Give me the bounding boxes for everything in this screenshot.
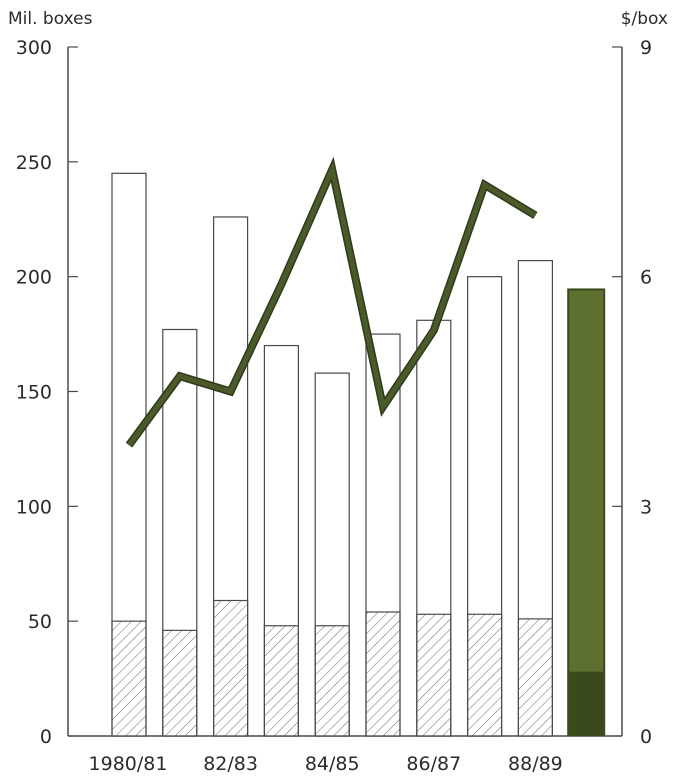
bar-lower-8	[517, 618, 554, 737]
axes: 0 50 100 150 200 250 300 0 3 6 9 1980/81 82/83 84/85 8…	[16, 37, 652, 775]
left-tick-label-1: 50	[28, 611, 52, 633]
bars	[111, 172, 606, 737]
right-axis-title: $/box	[621, 9, 668, 29]
left-tick-label-6: 300	[16, 37, 52, 59]
x-tick-label-4: 88/89	[508, 753, 563, 775]
left-tick-label-0: 0	[40, 726, 52, 748]
right-tick-label-2: 6	[640, 267, 652, 289]
bar-lower-6	[416, 613, 452, 737]
left-axis-title: Mil. boxes	[8, 9, 93, 29]
bar-lower-9	[569, 671, 604, 736]
right-tick-label-3: 9	[640, 37, 652, 59]
bar-lower-2	[213, 599, 249, 737]
bar-lower-5	[365, 611, 401, 737]
bar-lower-1	[162, 629, 198, 737]
left-tick-label-3: 150	[16, 382, 52, 404]
x-tick-label-1: 82/83	[203, 753, 258, 775]
left-tick-label-2: 100	[16, 496, 52, 518]
x-tick-label-2: 84/85	[305, 753, 360, 775]
x-tick-label-3: 86/87	[406, 753, 461, 775]
bar-lower-4	[314, 625, 350, 737]
bar-total-9	[569, 290, 604, 736]
price-line-group	[125, 156, 538, 448]
right-tick-label-0: 0	[640, 726, 652, 748]
left-tick-label-5: 250	[16, 152, 52, 174]
bar-lower-0	[111, 620, 147, 737]
left-tick-label-4: 200	[16, 267, 52, 289]
price-line	[126, 161, 537, 447]
right-tick-label-1: 3	[640, 496, 652, 518]
bar-lower-7	[467, 613, 503, 737]
bar-lower-3	[263, 625, 299, 737]
x-tick-label-0: 1980/81	[89, 753, 168, 775]
